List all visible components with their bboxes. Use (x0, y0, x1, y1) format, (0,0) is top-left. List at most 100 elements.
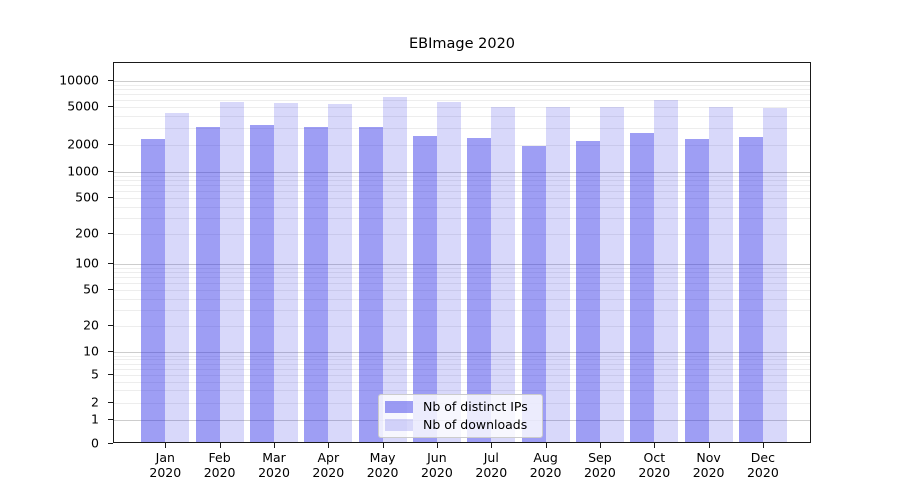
y-tick-label: 100 (75, 255, 99, 270)
legend-swatch-downloads (385, 418, 413, 431)
y-tick-mark (108, 79, 113, 81)
bar-distinct-ips (358, 127, 383, 442)
x-tick-mark (219, 443, 221, 448)
x-tick-label: Jul 2020 (475, 450, 508, 480)
y-tick-mark (108, 196, 113, 198)
bar-distinct-ips (467, 138, 492, 442)
minor-gridline (114, 175, 810, 177)
x-tick-label: Feb 2020 (203, 450, 236, 480)
minor-gridline (114, 197, 810, 199)
x-tick-label: Aug 2020 (529, 450, 562, 480)
minor-gridline (114, 84, 810, 86)
minor-gridline (114, 145, 810, 146)
y-tick-label: 0 (91, 435, 99, 451)
minor-gridline (114, 128, 810, 129)
minor-gridline (114, 325, 810, 327)
bar-distinct-ips (304, 126, 329, 442)
legend: Nb of distinct IPs Nb of downloads (378, 394, 543, 438)
bar-downloads (599, 107, 624, 442)
legend-item-distinct-ips: Nb of distinct IPs (385, 400, 536, 414)
bar-downloads (436, 101, 461, 442)
bar-distinct-ips (738, 137, 763, 442)
legend-item-downloads: Nb of downloads (385, 416, 536, 432)
minor-gridline (114, 218, 810, 219)
minor-gridline (114, 115, 810, 117)
x-tick-label: Dec 2020 (746, 450, 779, 480)
bar-distinct-ips (521, 146, 546, 442)
minor-gridline (114, 359, 810, 361)
y-tick-mark (108, 324, 113, 326)
plot-area (113, 62, 811, 443)
minor-gridline (114, 309, 810, 311)
y-tick-label: 1000 (67, 163, 99, 178)
x-tick-mark (654, 443, 656, 448)
x-tick-mark (382, 443, 384, 448)
y-tick-mark (108, 289, 113, 291)
minor-gridline (114, 184, 810, 186)
minor-gridline (114, 363, 810, 365)
x-tick-mark (328, 443, 330, 448)
bar-downloads (762, 108, 787, 442)
minor-gridline (114, 355, 810, 357)
minor-gridline (114, 277, 810, 279)
bar-distinct-ips (684, 139, 709, 442)
y-tick-label: 5000 (67, 98, 99, 113)
bar-distinct-ips (630, 133, 655, 442)
major-gridline (114, 352, 810, 353)
bar-downloads (545, 107, 570, 442)
minor-gridline (114, 290, 810, 292)
y-tick-mark (108, 418, 113, 420)
minor-gridline (114, 179, 810, 181)
bar-downloads (328, 104, 353, 442)
x-tick-mark (708, 443, 710, 448)
y-tick-label: 10 (83, 343, 99, 359)
y-tick-label: 5 (91, 366, 99, 382)
legend-label-downloads: Nb of downloads (423, 416, 528, 432)
y-tick-mark (108, 373, 113, 375)
minor-gridline (114, 390, 810, 392)
bar-distinct-ips (250, 124, 274, 442)
y-tick-label: 20 (83, 317, 99, 332)
y-tick-label: 500 (75, 189, 99, 204)
y-tick-mark (108, 351, 113, 352)
minor-gridline (114, 88, 810, 90)
bar-downloads (382, 96, 407, 442)
x-tick-label: Jan 2020 (149, 450, 182, 480)
x-tick-label: May 2020 (366, 450, 399, 480)
x-tick-label: Nov 2020 (692, 450, 725, 480)
major-gridline (114, 171, 810, 173)
y-tick-mark (108, 105, 113, 107)
x-tick-label: Mar 2020 (258, 450, 290, 480)
bar-distinct-ips (195, 127, 220, 442)
x-tick-label: Oct 2020 (638, 450, 671, 480)
x-tick-label: Jun 2020 (420, 450, 453, 480)
y-tick-label: 50 (83, 281, 99, 297)
y-tick-mark (108, 233, 113, 235)
bar-downloads (219, 102, 244, 442)
major-gridline (114, 80, 810, 82)
minor-gridline (114, 272, 810, 274)
minor-gridline (114, 381, 810, 383)
y-tick-mark (108, 144, 113, 145)
x-tick-mark (165, 443, 167, 448)
x-tick-mark (274, 443, 275, 448)
x-tick-mark (436, 443, 438, 448)
minor-gridline (114, 93, 810, 95)
bar-downloads (708, 107, 733, 442)
legend-swatch-distinct-ips (385, 401, 413, 414)
minor-gridline (114, 99, 810, 101)
y-tick-mark (108, 443, 113, 444)
y-tick-label: 10000 (59, 72, 99, 87)
x-tick-label: Apr 2020 (312, 450, 345, 480)
minor-gridline (114, 106, 810, 108)
y-tick-label: 2 (91, 394, 99, 409)
bar-downloads (491, 106, 516, 442)
major-gridline (114, 263, 810, 265)
y-tick-label: 200 (75, 225, 99, 241)
minor-gridline (114, 298, 810, 300)
x-tick-label: Sep 2020 (583, 450, 616, 480)
y-tick-mark (108, 262, 113, 264)
minor-gridline (114, 283, 810, 285)
bar-downloads (654, 99, 679, 442)
x-tick-mark (545, 443, 547, 448)
